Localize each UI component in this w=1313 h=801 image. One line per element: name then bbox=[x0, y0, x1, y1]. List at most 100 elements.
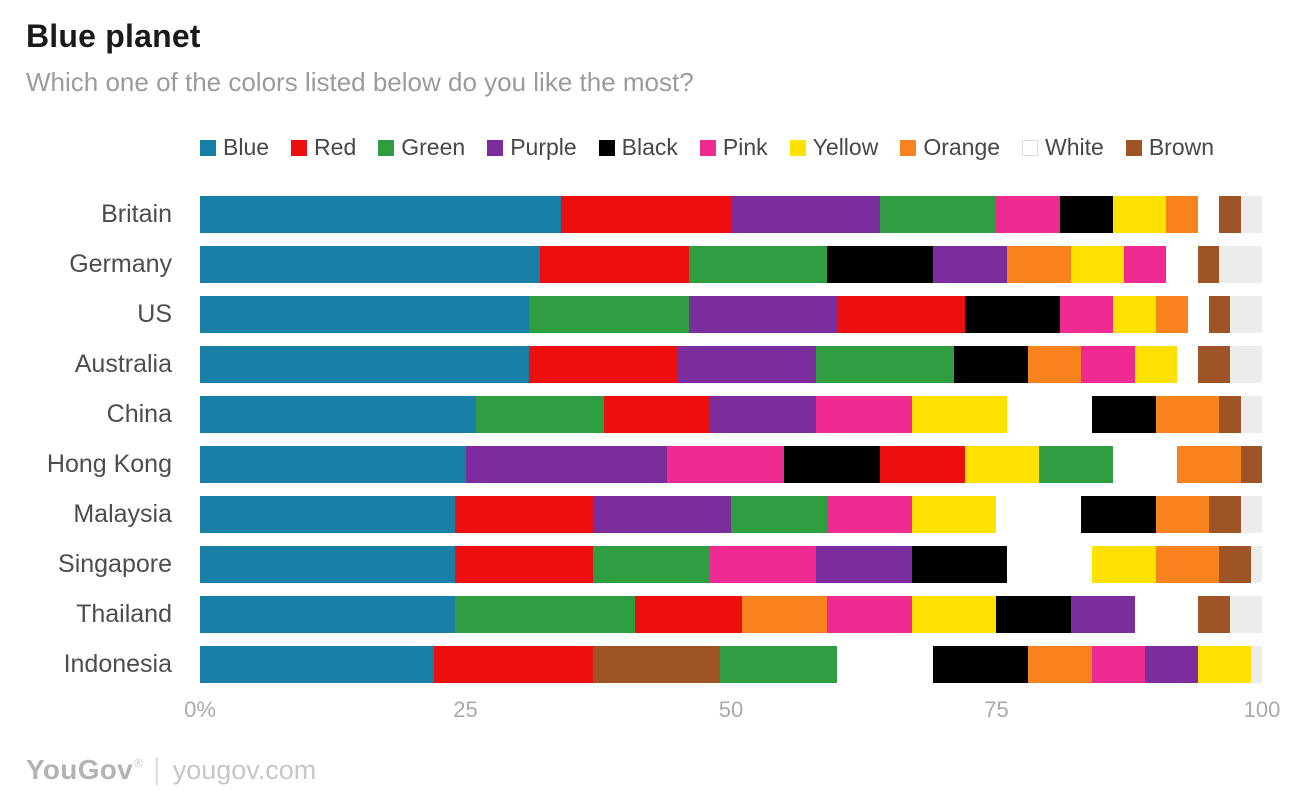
bar-segment-purple bbox=[1070, 595, 1135, 633]
segments bbox=[200, 345, 1262, 383]
bar-segment-black bbox=[1060, 195, 1114, 233]
bar-segment-white bbox=[996, 495, 1082, 533]
legend-label: Blue bbox=[223, 134, 270, 160]
bar-segment-brown bbox=[1219, 195, 1241, 233]
bar-row: Germany bbox=[0, 239, 1313, 289]
bar-segment-brown bbox=[1208, 295, 1231, 333]
bar-segment-white bbox=[1176, 345, 1199, 383]
bar-segment-green bbox=[529, 295, 689, 333]
bar-track bbox=[200, 495, 1262, 533]
bar-segment-brown bbox=[1219, 395, 1241, 433]
chart-title: Blue planet bbox=[26, 18, 201, 54]
bar-segment-purple bbox=[677, 345, 816, 383]
bar-track bbox=[200, 595, 1262, 633]
axis-tick: 25 bbox=[453, 697, 478, 722]
bar-track bbox=[200, 295, 1262, 333]
bar-segment-pink bbox=[1092, 645, 1146, 683]
segments bbox=[200, 195, 1262, 233]
bar-segment-white bbox=[1007, 395, 1093, 433]
bar-segment-yellow bbox=[1113, 295, 1156, 333]
bar-segment-orange bbox=[741, 595, 827, 633]
legend-label: Black bbox=[621, 134, 678, 160]
axis-tick: 50 bbox=[718, 697, 744, 722]
bar-segment-green bbox=[476, 395, 604, 433]
bar-segment-red bbox=[454, 495, 593, 533]
bar-segment-yellow bbox=[911, 495, 997, 533]
legend-item-pink: Pink bbox=[699, 134, 768, 161]
bar-segment-pink bbox=[1081, 345, 1135, 383]
bar-track bbox=[200, 395, 1262, 433]
segments bbox=[200, 595, 1262, 633]
axis-tick: 75 bbox=[984, 697, 1009, 722]
bar-segment-green bbox=[879, 195, 997, 233]
bar-segment-orange bbox=[1166, 195, 1199, 233]
bar-row: Hong Kong bbox=[0, 439, 1313, 489]
bar-segment-black bbox=[784, 445, 880, 483]
legend-label: Purple bbox=[510, 134, 577, 160]
bar-segment-yellow bbox=[964, 445, 1039, 483]
legend-label: Brown bbox=[1148, 134, 1215, 160]
bar-segment-white bbox=[1166, 245, 1199, 283]
bar-segment-green bbox=[454, 595, 636, 633]
segments bbox=[200, 395, 1262, 433]
bar-segment-pink bbox=[1060, 295, 1114, 333]
bar-segment-pink bbox=[667, 445, 785, 483]
bar-segment-yellow bbox=[1134, 345, 1177, 383]
bar-row: Indonesia bbox=[0, 639, 1313, 689]
footer-site-url: yougov.com bbox=[172, 755, 317, 785]
bar-segment-pink bbox=[815, 395, 912, 433]
legend-swatch-yellow bbox=[789, 139, 806, 156]
legend-item-yellow: Yellow bbox=[789, 134, 879, 161]
bar-segment-black bbox=[1092, 395, 1156, 433]
bar-segment-pink bbox=[709, 545, 816, 583]
bar-segment-purple bbox=[815, 545, 912, 583]
country-label: Hong Kong bbox=[46, 449, 172, 478]
bar-segment-white bbox=[1007, 545, 1093, 583]
bar-segment-yellow bbox=[1198, 645, 1252, 683]
legend-swatch-green bbox=[378, 139, 395, 156]
bar-segment-pink bbox=[826, 495, 912, 533]
country-label: Germany bbox=[69, 249, 172, 278]
legend-swatch-brown bbox=[1125, 139, 1142, 156]
legend-swatch-black bbox=[598, 139, 615, 156]
bar-segment-blue bbox=[200, 445, 466, 483]
bar-segment-yellow bbox=[1070, 245, 1124, 283]
bar-row: Britain bbox=[0, 189, 1313, 239]
bar-segment-blue bbox=[200, 595, 455, 633]
bar-segment-yellow bbox=[1113, 195, 1167, 233]
bar-segment-orange bbox=[1176, 445, 1241, 483]
bar-segment-orange bbox=[1155, 545, 1220, 583]
bar-segment-purple bbox=[592, 495, 731, 533]
registered-trademark-icon: ® bbox=[134, 756, 143, 770]
legend-label: Yellow bbox=[812, 134, 879, 160]
bar-segment-orange bbox=[1028, 645, 1093, 683]
bar-segment-red bbox=[603, 395, 710, 433]
segments bbox=[200, 245, 1262, 283]
legend-item-orange: Orange bbox=[900, 134, 1000, 161]
bar-segment-red bbox=[837, 295, 965, 333]
country-label: US bbox=[137, 299, 172, 328]
bar-segment-brown bbox=[1240, 445, 1262, 483]
bar-track bbox=[200, 645, 1262, 683]
bar-segment-orange bbox=[1155, 395, 1220, 433]
bar-segment-blue bbox=[200, 245, 540, 283]
bar-segment-purple bbox=[709, 395, 816, 433]
bar-segment-purple bbox=[932, 245, 1008, 283]
bar-segment-green bbox=[815, 345, 954, 383]
bar-segment-black bbox=[964, 295, 1061, 333]
bar-segment-purple bbox=[465, 445, 668, 483]
bar-segment-brown bbox=[1219, 545, 1252, 583]
yougov-logo: YouGov bbox=[26, 754, 134, 785]
legend-label: Pink bbox=[722, 134, 768, 160]
legend-swatch-red bbox=[291, 139, 308, 156]
bar-segment-brown bbox=[1198, 345, 1231, 383]
bar-segment-pink bbox=[826, 595, 912, 633]
legend-item-brown: Brown bbox=[1125, 134, 1215, 161]
bar-segment-red bbox=[635, 595, 742, 633]
x-axis: 0% 25 50 75 100 bbox=[184, 695, 1280, 725]
bar-track bbox=[200, 445, 1262, 483]
legend-item-green: Green bbox=[378, 134, 465, 161]
bar-segment-green bbox=[720, 645, 838, 683]
country-label: China bbox=[106, 399, 172, 428]
bar-segment-red bbox=[539, 245, 689, 283]
